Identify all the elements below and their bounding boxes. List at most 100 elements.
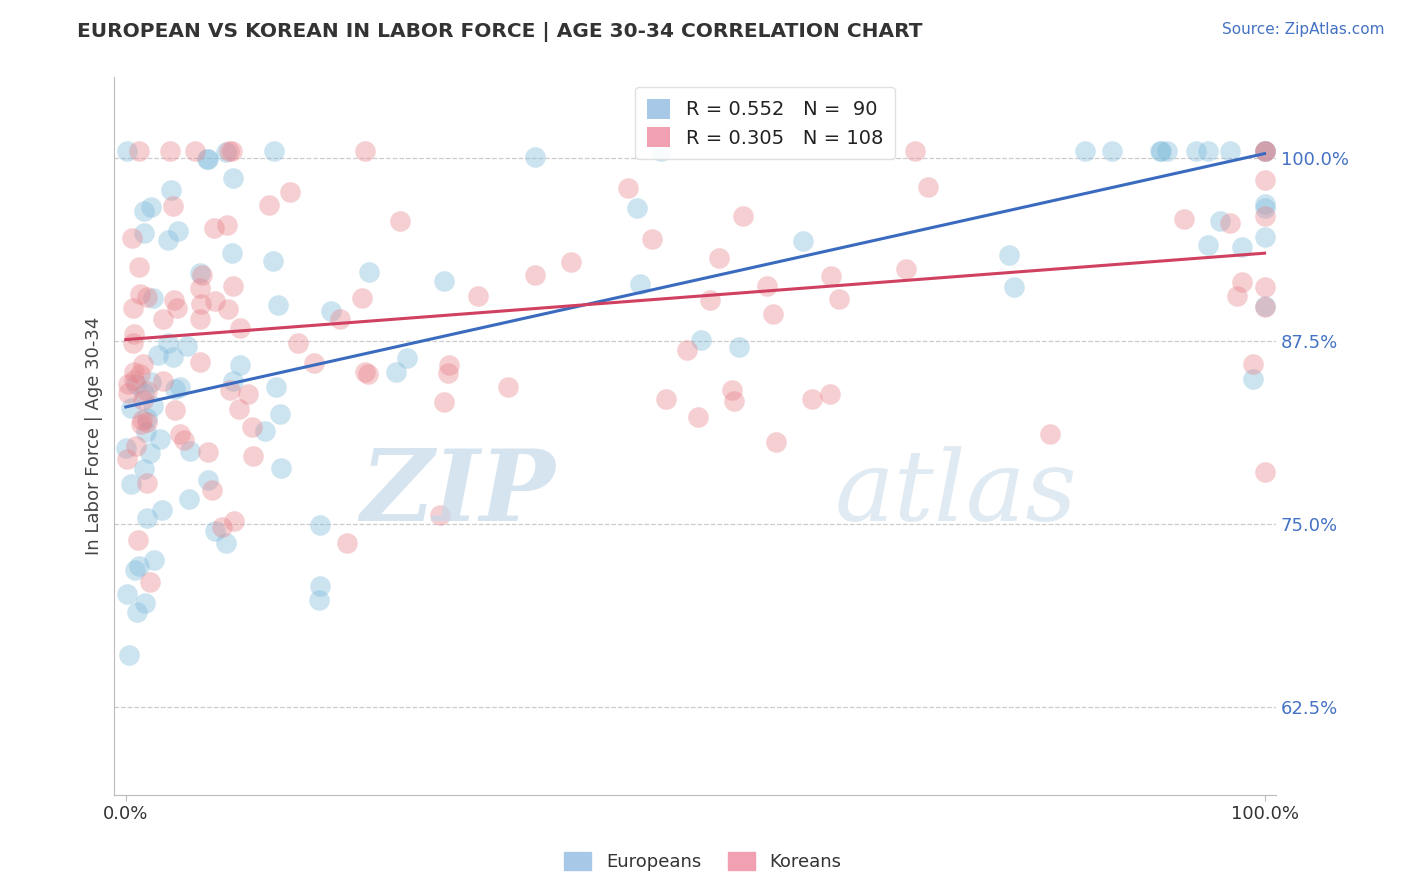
Point — [169, 380, 191, 394]
Point — [496, 379, 519, 393]
Point — [357, 368, 380, 382]
Point — [188, 281, 211, 295]
Point — [125, 377, 148, 392]
Point — [176, 339, 198, 353]
Point — [1253, 173, 1275, 187]
Point — [136, 415, 159, 429]
Point — [139, 575, 162, 590]
Point — [229, 359, 252, 373]
Point — [142, 291, 165, 305]
Point — [131, 413, 153, 427]
Point — [308, 579, 330, 593]
Point — [152, 374, 174, 388]
Point — [917, 180, 939, 194]
Point — [139, 200, 162, 214]
Point — [1156, 144, 1178, 158]
Point — [222, 374, 245, 388]
Point — [173, 433, 195, 447]
Point — [1253, 202, 1275, 216]
Point — [828, 292, 851, 306]
Point — [124, 563, 146, 577]
Point — [1241, 372, 1264, 386]
Point — [118, 648, 141, 662]
Point — [149, 432, 172, 446]
Point — [437, 358, 460, 372]
Point — [269, 407, 291, 421]
Point — [350, 291, 373, 305]
Point — [190, 268, 212, 282]
Point — [1253, 209, 1275, 223]
Point — [820, 387, 842, 401]
Point — [720, 384, 742, 398]
Point — [686, 409, 709, 424]
Point — [1039, 426, 1062, 441]
Point — [122, 327, 145, 342]
Point — [135, 290, 157, 304]
Point — [628, 277, 651, 291]
Point — [135, 384, 157, 398]
Point — [676, 343, 699, 357]
Point — [221, 279, 243, 293]
Point — [1253, 300, 1275, 314]
Point — [655, 392, 678, 406]
Point — [267, 298, 290, 312]
Point — [262, 254, 284, 268]
Point — [354, 144, 377, 158]
Point — [179, 443, 201, 458]
Point — [731, 209, 754, 223]
Point — [308, 593, 330, 607]
Point — [242, 449, 264, 463]
Point — [166, 301, 188, 315]
Point — [904, 144, 927, 158]
Point — [115, 442, 138, 456]
Point — [162, 350, 184, 364]
Point — [357, 265, 380, 279]
Point — [190, 311, 212, 326]
Point — [728, 340, 751, 354]
Point — [139, 446, 162, 460]
Point — [219, 383, 242, 397]
Point — [132, 393, 155, 408]
Point — [1209, 214, 1232, 228]
Point — [308, 518, 330, 533]
Point — [278, 186, 301, 200]
Point — [159, 144, 181, 158]
Point — [163, 293, 186, 308]
Point — [142, 553, 165, 567]
Point — [228, 402, 250, 417]
Point — [132, 227, 155, 241]
Point — [329, 311, 352, 326]
Point — [117, 385, 139, 400]
Point — [1173, 212, 1195, 227]
Point — [650, 144, 672, 158]
Point — [467, 288, 489, 302]
Point — [395, 351, 418, 365]
Point — [336, 536, 359, 550]
Point — [1253, 230, 1275, 244]
Legend: R = 0.552   N =  90, R = 0.305   N = 108: R = 0.552 N = 90, R = 0.305 N = 108 — [636, 87, 894, 160]
Point — [1253, 299, 1275, 313]
Point — [160, 183, 183, 197]
Point — [117, 452, 139, 467]
Point — [1002, 279, 1025, 293]
Point — [762, 307, 785, 321]
Point — [215, 536, 238, 550]
Point — [1101, 144, 1123, 158]
Point — [723, 394, 745, 409]
Point — [125, 439, 148, 453]
Point — [523, 150, 546, 164]
Point — [121, 336, 143, 351]
Point — [1226, 289, 1249, 303]
Point — [215, 218, 238, 232]
Point — [135, 475, 157, 490]
Point — [163, 382, 186, 396]
Point — [1253, 144, 1275, 158]
Point — [385, 365, 408, 379]
Point — [1219, 144, 1241, 158]
Point — [139, 376, 162, 390]
Legend: Europeans, Koreans: Europeans, Koreans — [557, 845, 849, 879]
Point — [204, 524, 226, 538]
Point — [188, 266, 211, 280]
Point — [134, 596, 156, 610]
Point — [800, 392, 823, 407]
